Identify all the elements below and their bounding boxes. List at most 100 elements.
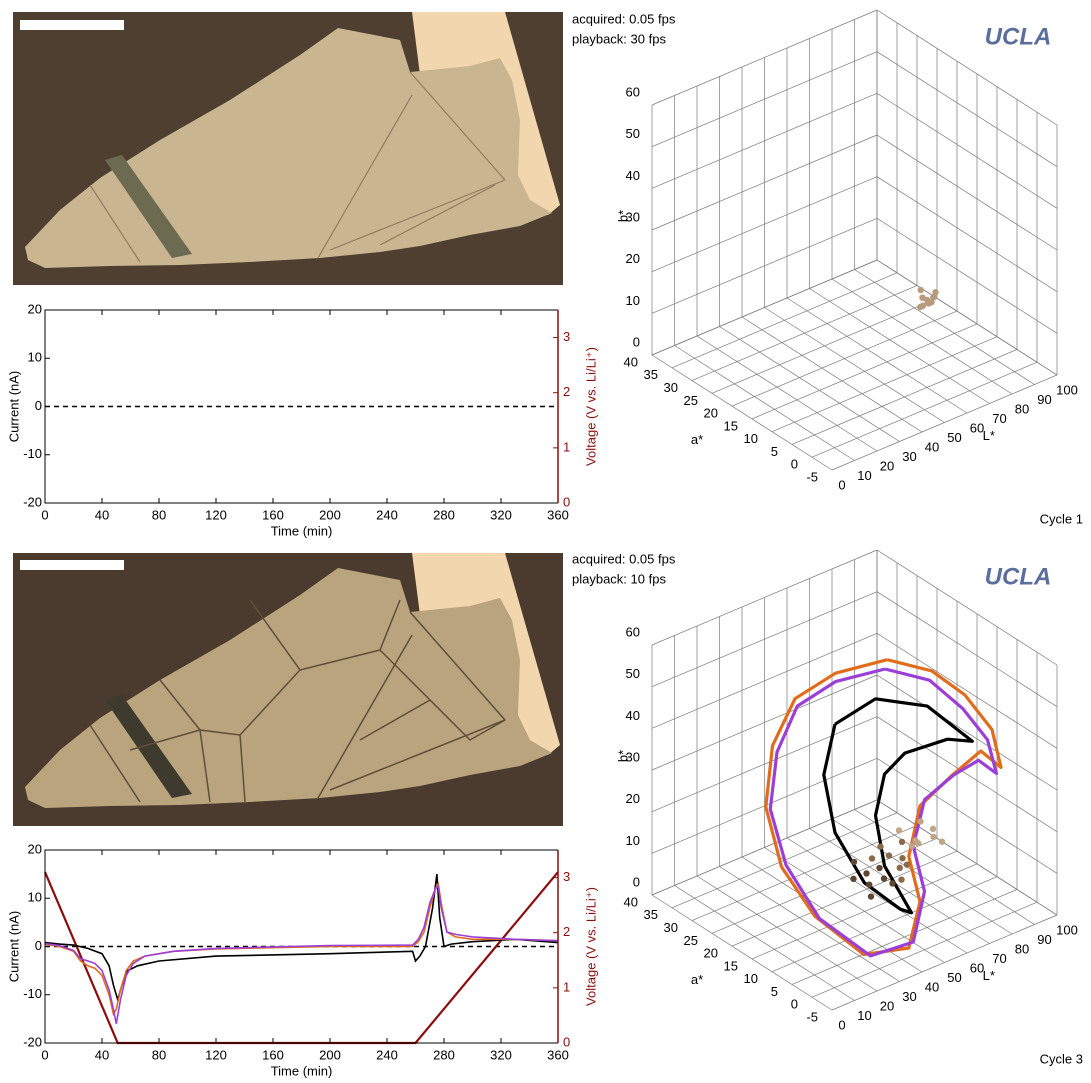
grid-line [719,326,900,442]
grid-line [876,259,1058,376]
x-tick-label: 50 [947,430,961,445]
grid-line [876,716,1058,832]
grid-line [711,838,938,934]
playback-rate: playback: 30 fps [572,31,666,46]
y-tick-label: 10 [28,350,42,365]
cycle-label: Cycle 1 [1040,511,1083,526]
color-point [899,855,906,862]
crack [239,599,301,803]
grid-line [854,809,1035,925]
y-tick-label: 40 [624,354,638,369]
y-tick-label: 0 [35,398,42,413]
x-tick-label: 60 [970,420,984,435]
y2-tick-label: 0 [563,1034,570,1049]
grid-line [651,674,878,771]
grid-line [651,93,878,189]
micrograph [13,553,563,826]
color-point [919,302,927,309]
y-tick-label: 5 [771,984,778,999]
grid-line [791,349,1018,445]
color-point [895,827,903,834]
y2-tick-label: 2 [563,384,570,399]
data-line [44,884,559,1024]
grid-line [741,856,923,973]
axis-frame [44,849,558,1044]
y-tick-label: -10 [23,446,42,461]
grid-line [674,345,855,461]
grid-line [876,93,1058,209]
color-point [925,300,932,307]
grid-line [751,863,978,960]
y-tick-label: 30 [664,920,678,935]
crack [379,599,401,651]
x-axis-title: Time (min) [271,523,333,538]
x-tick-label: 0 [41,507,48,522]
grid-line [854,269,1035,385]
grid-line [651,354,833,471]
grid-line [651,633,878,729]
y-tick-label: -5 [806,1009,818,1024]
y-tick-label: 10 [28,890,42,905]
y2-tick-label: 1 [563,979,570,994]
x-tick-label: 40 [95,1047,109,1062]
grid-line [674,885,855,1001]
y2-axis-title: Voltage (V vs. Li/Li⁺) [583,887,598,1006]
x-axis-title: Time (min) [271,1063,333,1078]
y-tick-label: 20 [28,841,42,856]
z-tick-label: 20 [626,791,640,806]
y-tick-label: 30 [664,380,678,395]
z-axis-title: b* [615,750,630,762]
scale-bar [20,20,124,30]
x-tick-label: 30 [902,449,916,464]
grid-line [731,310,958,407]
color-point [938,838,946,845]
x-tick-label: 20 [880,998,894,1013]
color-point [898,876,905,883]
y-tick-label: 35 [644,367,658,382]
grid-line [764,847,945,963]
y-tick-label: 10 [744,431,758,446]
grid-line [876,633,1058,749]
x-tick-label: 40 [925,979,939,994]
crack [329,179,506,251]
cracks [89,71,506,263]
grid-line [764,307,945,423]
y-tick-label: 20 [704,946,718,961]
y-tick-label: 40 [624,894,638,909]
z-tick-label: 10 [626,293,640,308]
y-tick-label: -5 [806,469,818,484]
color-point [850,858,858,866]
logo: UCLA [985,563,1052,590]
axis-frame [44,309,558,504]
x-axis-title: L* [983,428,995,443]
x-tick-label: 60 [970,960,984,975]
z-tick-label: 60 [626,624,640,639]
z-tick-label: 30 [626,749,640,764]
grid-line [876,758,1058,874]
color-point [889,880,896,887]
x-tick-label: 80 [1015,401,1029,416]
grid-line [786,837,968,954]
x-tick-label: 320 [490,1047,512,1062]
acquired-rate: acquired: 0.05 fps [572,551,676,566]
cycle-label: Cycle 3 [1040,1051,1083,1066]
color-point [850,875,857,883]
y-tick-label: 20 [704,406,718,421]
x-tick-label: 70 [992,411,1006,426]
grid-line [696,875,878,992]
z-tick-label: 50 [626,666,640,681]
color-point [908,842,916,850]
x-tick-label: 100 [1056,382,1078,397]
color-point [876,864,883,872]
x-tick-label: 80 [152,507,166,522]
crack [317,634,413,799]
y-tick-label: 15 [724,418,738,433]
y2-tick-label: 3 [563,869,570,884]
x-tick-label: 20 [880,458,894,473]
flake-fold [105,695,192,798]
grid-line [811,901,1038,998]
x-tick-label: 10 [857,1008,871,1023]
y-tick-label: 20 [28,301,42,316]
x-tick-label: 160 [262,507,284,522]
